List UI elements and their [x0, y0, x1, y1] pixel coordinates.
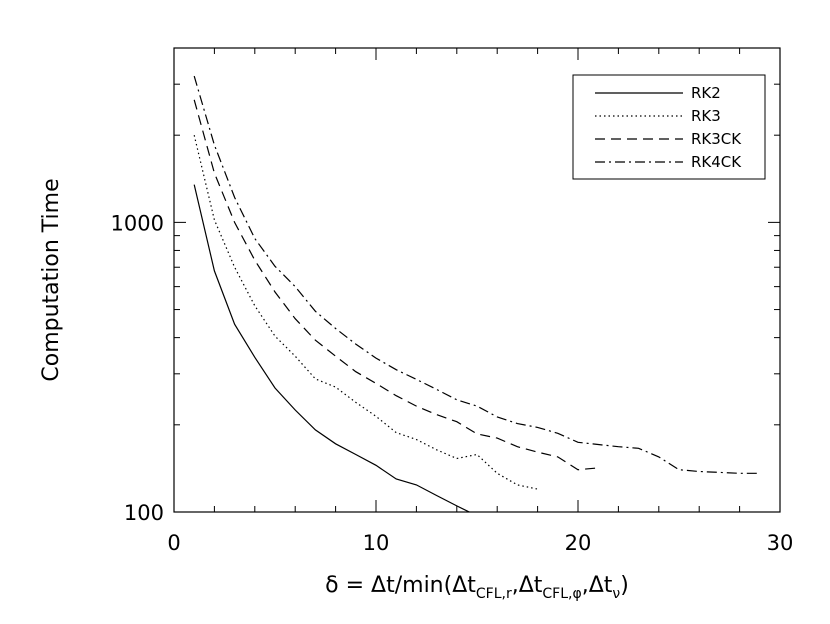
legend-label-rk2: RK2 — [691, 84, 721, 102]
x-title-sub-cfl-r: CFL,r — [476, 586, 512, 602]
x-title-sub-cfl-phi: CFL,φ — [542, 586, 581, 602]
series-line-rk3ck — [193, 99, 599, 471]
x-title-sep-2: ,Δt — [582, 573, 613, 598]
legend-items: RK2 RK3 RK3CK RK4CK — [595, 84, 742, 171]
series-line-rk2 — [193, 184, 471, 512]
legend-label-rk3ck: RK3CK — [691, 130, 742, 148]
x-title-prefix: δ = Δt/min(Δt — [325, 573, 476, 598]
tick-labels: 0 10 20 30 100 1000 — [111, 211, 794, 555]
axis-ticks — [173, 47, 781, 513]
legend: RK2 RK3 RK3CK RK4CK — [572, 74, 766, 180]
y-tick-label: 1000 — [111, 211, 164, 235]
x-title-suffix: ) — [620, 573, 629, 598]
y-axis-title: Computation Time — [39, 178, 64, 381]
x-title-sep-1: ,Δt — [512, 573, 543, 598]
series-lines — [193, 75, 760, 512]
x-tick-label: 0 — [167, 531, 180, 555]
x-axis-title: δ = Δt/min(ΔtCFL,r,ΔtCFL,φ,Δtν) — [325, 573, 629, 602]
legend-label-rk3: RK3 — [691, 107, 721, 125]
series-line-rk4ck — [193, 75, 760, 474]
x-title-sub-nu: ν — [612, 586, 620, 602]
legend-label-rk4ck: RK4CK — [691, 153, 742, 171]
x-tick-label: 30 — [767, 531, 794, 555]
x-tick-label: 10 — [363, 531, 390, 555]
y-tick-label: 100 — [124, 501, 164, 525]
x-tick-label: 20 — [565, 531, 592, 555]
plot-frame — [173, 47, 781, 513]
